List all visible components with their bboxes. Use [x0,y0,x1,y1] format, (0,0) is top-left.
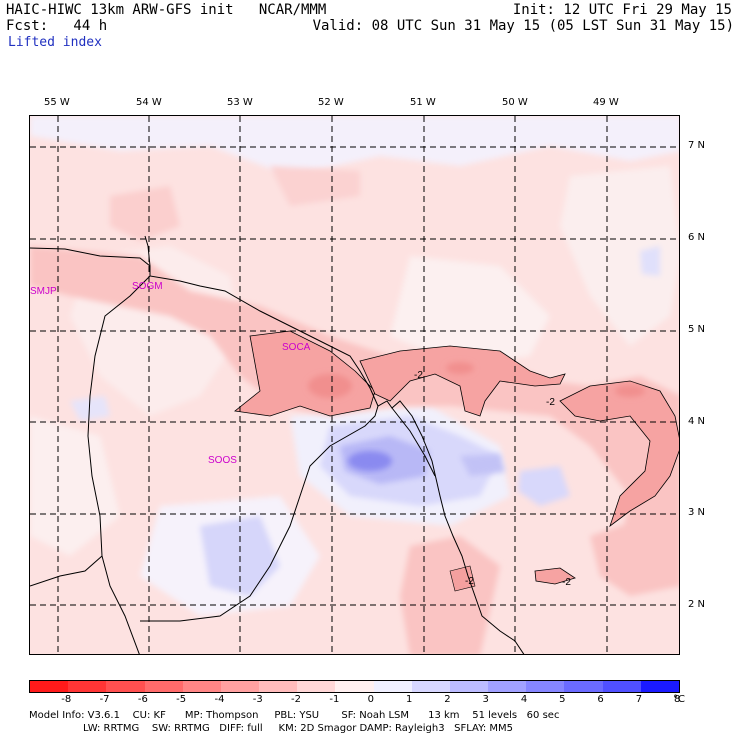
init-time: Init: 12 UTC Fri 29 May 15 [512,2,732,18]
colorbar-label: -1 [329,694,340,705]
contour-label: -2 [546,397,555,408]
colorbar-label: 6 [597,694,604,705]
lat-label: 2 N [688,599,706,610]
model-title: HAIC-HIWC 13km ARW-GFS init NCAR/MMM [6,2,327,18]
lifted-index-map: SMJP SOGM SOCA SOOS -2 -2 -2 -2 [29,115,680,655]
lat-label: 6 N [688,232,706,243]
colorbar-swatch [144,681,183,692]
station-label: SMJP [30,286,57,297]
colorbar-swatch [411,681,450,692]
lat-label: 4 N [688,416,706,427]
valid-time: Valid: 08 UTC Sun 31 May 15 (05 LST Sun … [312,18,734,34]
colorbar-swatch [373,681,412,692]
colorbar-swatch [297,681,336,692]
colorbar-unit: °C [673,694,685,705]
colorbar-label: -3 [252,694,263,705]
colorbar-label: 7 [635,694,643,705]
lon-label: 55 W [44,97,70,108]
colorbar-label: 4 [520,694,528,705]
colorbar-label: -8 [61,694,72,705]
colorbar-label: 1 [405,694,413,705]
positive-core [348,451,392,471]
colorbar-swatch [564,681,603,692]
colorbar-label: 2 [444,694,451,705]
contour-label: -2 [414,370,423,381]
lat-label: 3 N [688,507,706,518]
contour-label: -2 [562,577,571,588]
colorbar-label: -6 [137,694,148,705]
contour-labels: -2 -2 -2 -2 [414,370,571,588]
colorbar-label: 5 [559,694,566,705]
colorbar-label: 3 [482,694,489,705]
latlon-grid [30,116,679,654]
colorbar-swatch [68,681,107,692]
colorbar-label: 8 [674,694,681,705]
lat-label: 5 N [688,324,706,335]
model-info-line2: LW: RRTMG SW: RRTMG DIFF: full KM: 2D Sm… [29,723,514,734]
field-name: Lifted index [8,35,102,50]
station-label: SOOS [208,455,237,466]
lon-label: 49 W [593,97,619,108]
colorbar-swatch [335,681,374,692]
lon-label: 54 W [136,97,162,108]
colorbar-swatch [449,681,489,692]
colorbar-swatch [640,681,679,692]
colorbar-label: -5 [176,694,187,705]
colorbar-label: 0 [367,694,375,705]
colorbar-swatch [106,681,145,692]
lon-label: 53 W [227,97,253,108]
station-labels: SMJP SOGM SOCA SOOS [30,281,311,466]
colorbar-swatch [526,681,565,692]
colorbar-swatch [259,681,298,692]
station-label: SOCA [282,342,311,353]
colorbar-swatch [602,681,641,692]
colorbar-swatch [488,681,527,692]
colorbar-label: -7 [99,694,110,705]
negative-core [308,362,645,398]
lat-label: 7 N [688,140,706,151]
station-label: SOGM [132,281,163,292]
colorbar-swatch [30,681,69,692]
contour-label: -2 [465,576,474,587]
colorbar [29,680,680,693]
colorbar-swatch [182,681,221,692]
negative-field-strong [234,330,679,592]
coastlines [30,235,525,654]
lon-label: 52 W [318,97,344,108]
lon-label: 51 W [410,97,436,108]
lon-label: 50 W [502,97,528,108]
colorbar-swatch [220,681,260,692]
map-canvas: SMJP SOGM SOCA SOOS -2 -2 -2 -2 [30,116,679,654]
colorbar-label: -2 [291,694,302,705]
colorbar-label: -4 [214,694,225,705]
model-info-line1: Model Info: V3.6.1 CU: KF MP: Thompson P… [29,710,560,721]
forecast-hour: Fcst: 44 h [6,18,108,34]
